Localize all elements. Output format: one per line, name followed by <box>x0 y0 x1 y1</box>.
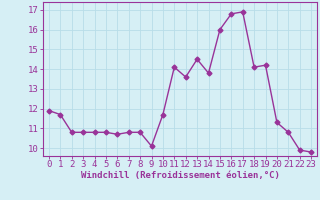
X-axis label: Windchill (Refroidissement éolien,°C): Windchill (Refroidissement éolien,°C) <box>81 171 279 180</box>
